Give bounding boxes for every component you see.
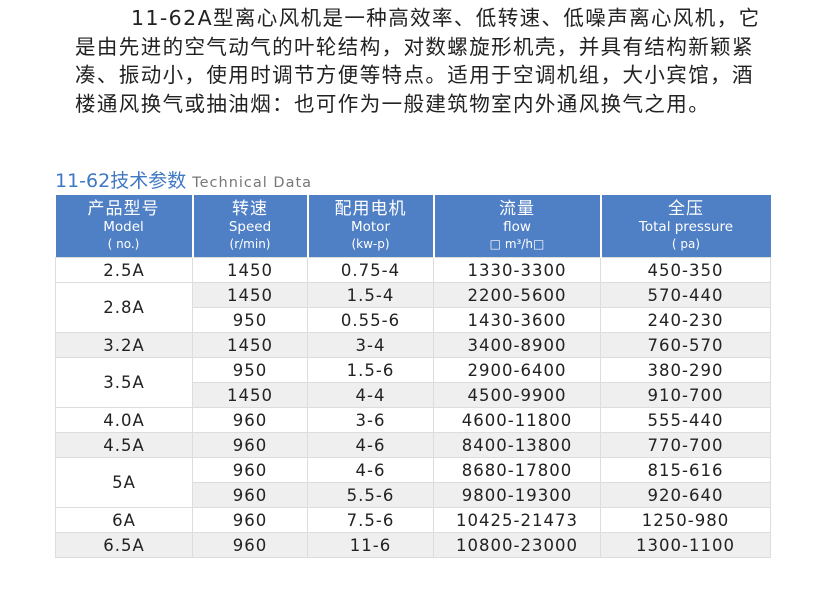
table-row: 3.2A 1450 3-4 3400-8900 760-570 [55,332,771,358]
table-row: 5A 960 4-6 8680-17800 815-616 [55,457,771,508]
model-cell: 4.0A [55,407,193,433]
table-row: 2.8A 1450 1.5-4 2200-5600 570-440 [55,282,771,333]
header-en: flow [503,219,531,235]
model-cell: 2.5A [55,257,193,283]
header-unit: □ m³/h□ [489,237,545,251]
header-unit: ( no.) [107,237,140,251]
flow-cell: 8680-17800 [433,457,601,483]
speed-cell: 1450 [192,332,308,358]
motor-cell: 4-6 [307,457,434,483]
column-header: 流量 flow □ m³/h□ [432,195,601,258]
pressure-cell: 910-700 [600,382,771,408]
model-cell: 2.8A [55,282,193,333]
speed-cell: 950 [192,307,308,333]
intro-paragraph: 11-62A型离心风机是一种高效率、低转速、低噪声离心风机，它是由先进的空气动气… [75,4,765,118]
motor-cell: 1.5-6 [307,357,434,383]
speed-cell: 1450 [192,257,308,283]
table-row: 3.5A 950 1.5-6 2900-6400 380-290 [55,357,771,408]
header-unit: (r/min) [229,237,271,251]
motor-cell: 0.75-4 [307,257,434,283]
column-header: 产品型号 Model ( no.) [55,195,193,258]
flow-cell: 3400-8900 [433,332,601,358]
flow-cell: 9800-19300 [433,482,601,508]
header-cn: 流量 [499,199,535,219]
motor-cell: 3-6 [307,407,434,433]
motor-cell: 7.5-6 [307,507,434,533]
table-row: 6A 960 7.5-6 10425-21473 1250-980 [55,507,771,533]
pressure-cell: 770-700 [600,432,771,458]
motor-cell: 5.5-6 [307,482,434,508]
flow-cell: 4500-9900 [433,382,601,408]
speed-cell: 1450 [192,282,308,308]
model-cell: 6A [55,507,193,533]
pressure-cell: 240-230 [600,307,771,333]
speed-cell: 950 [192,357,308,383]
header-unit: ( pa) [671,237,701,251]
column-header: 转速 Speed (r/min) [191,195,308,258]
pressure-cell: 920-640 [600,482,771,508]
speed-cell: 960 [192,482,308,508]
speed-cell: 1450 [192,382,308,408]
header-cn: 全压 [668,199,704,219]
header-cn: 配用电机 [334,199,407,219]
pressure-cell: 450-350 [600,257,771,283]
header-cn: 转速 [232,199,268,219]
pressure-cell: 815-616 [600,457,771,483]
intro-text: 11-62A型离心风机是一种高效率、低转速、低噪声离心风机，它是由先进的空气动气… [75,6,761,116]
section-title-cn: 11-62技术参数 [55,170,187,192]
header-en: Motor [350,219,390,235]
flow-cell: 4600-11800 [433,407,601,433]
pressure-cell: 1300-1100 [600,532,771,558]
pressure-cell: 760-570 [600,332,771,358]
header-unit: (kw-p) [351,237,390,251]
model-cell: 4.5A [55,432,193,458]
section-title-en: Technical Data [192,175,313,191]
column-header: 配用电机 Motor (kw-p) [306,195,434,258]
header-en: Speed [228,219,272,235]
flow-cell: 8400-13800 [433,432,601,458]
model-cell: 3.5A [55,357,193,408]
flow-cell: 10800-23000 [433,532,601,558]
pressure-cell: 380-290 [600,357,771,383]
speed-cell: 960 [192,532,308,558]
column-header: 全压 Total pressure ( pa) [599,195,771,258]
table-header-row: 产品型号 Model ( no.) 转速 Speed (r/min) 配用电机 Motor (k… [55,195,771,258]
motor-cell: 11-6 [307,532,434,558]
flow-cell: 1330-3300 [433,257,601,283]
table-row: 4.5A 960 4-6 8400-13800 770-700 [55,432,771,458]
speed-cell: 960 [192,407,308,433]
speed-cell: 960 [192,432,308,458]
speed-cell: 960 [192,457,308,483]
table-row: 6.5A 960 11-6 10800-23000 1300-1100 [55,532,771,558]
flow-cell: 2200-5600 [433,282,601,308]
header-en: Model [103,219,144,235]
header-en: Total pressure [638,219,734,235]
section-title: 11-62技术参数 Technical Data [55,166,312,193]
table-row: 4.0A 960 3-6 4600-11800 555-440 [55,407,771,433]
header-cn: 产品型号 [87,199,160,219]
flow-cell: 2900-6400 [433,357,601,383]
flow-cell: 10425-21473 [433,507,601,533]
pressure-cell: 1250-980 [600,507,771,533]
model-cell: 3.2A [55,332,193,358]
model-cell: 6.5A [55,532,193,558]
pressure-cell: 555-440 [600,407,771,433]
technical-data-table: 产品型号 Model ( no.) 转速 Speed (r/min) 配用电机 Motor (k… [55,195,771,558]
speed-cell: 960 [192,507,308,533]
motor-cell: 3-4 [307,332,434,358]
table-row: 1450 4-4 4500-9900 910-700 [56,382,771,408]
flow-cell: 1430-3600 [433,307,601,333]
table-row: 950 0.55-6 1430-3600 240-230 [56,307,771,333]
motor-cell: 4-4 [307,382,434,408]
pressure-cell: 570-440 [600,282,771,308]
model-cell: 5A [55,457,193,508]
motor-cell: 1.5-4 [307,282,434,308]
motor-cell: 0.55-6 [307,307,434,333]
table-row: 960 5.5-6 9800-19300 920-640 [56,482,771,508]
motor-cell: 4-6 [307,432,434,458]
table-row: 2.5A 1450 0.75-4 1330-3300 450-350 [55,257,771,283]
